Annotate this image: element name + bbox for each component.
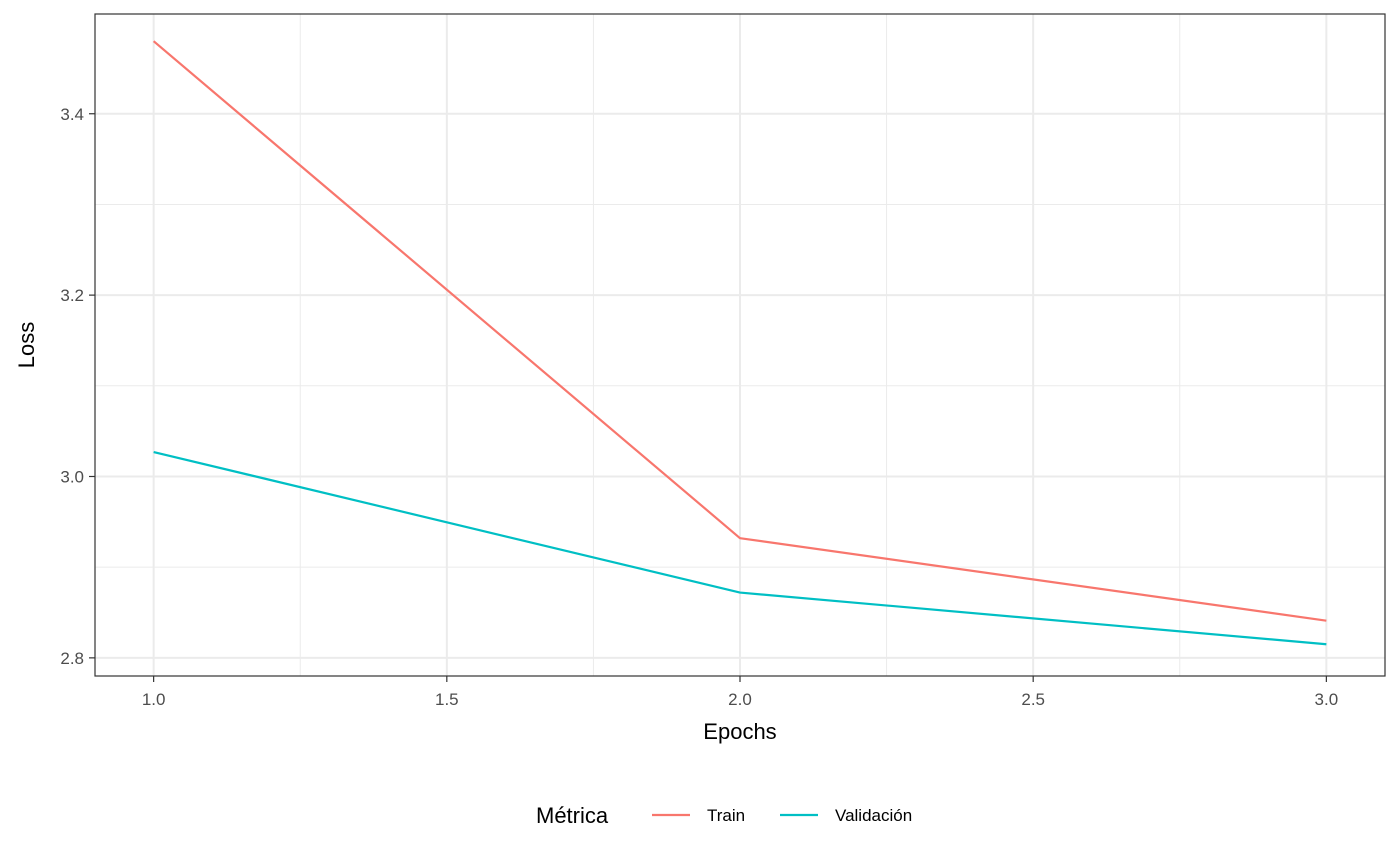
y-axis-ticks: 2.8 3.0 3.2 3.4	[60, 105, 95, 668]
series-line-validacion	[153, 450, 1327, 646]
y-tick-label: 3.2	[60, 286, 84, 305]
legend-label-validacion: Validación	[835, 806, 912, 825]
y-tick-label: 3.4	[60, 105, 84, 124]
y-tick-label: 2.8	[60, 649, 84, 668]
x-axis-title: Epochs	[703, 719, 776, 744]
legend-title: Métrica	[536, 803, 609, 828]
x-tick-label: 2.0	[728, 690, 752, 709]
x-tick-label: 3.0	[1315, 690, 1339, 709]
x-axis-ticks: 1.0 1.5 2.0 2.5 3.0	[142, 676, 1338, 709]
x-tick-label: 1.5	[435, 690, 459, 709]
series-lines	[152, 40, 1327, 646]
legend-label-train: Train	[707, 806, 745, 825]
series-line-train	[152, 40, 1327, 622]
x-tick-label: 2.5	[1021, 690, 1045, 709]
legend: Métrica Train Validación	[536, 803, 912, 828]
y-axis-title: Loss	[14, 322, 39, 368]
major-gridlines	[95, 14, 1385, 676]
y-tick-label: 3.0	[60, 467, 84, 486]
x-tick-label: 1.0	[142, 690, 166, 709]
